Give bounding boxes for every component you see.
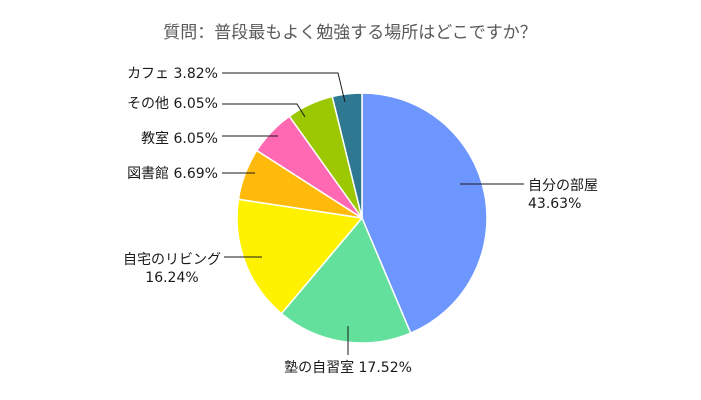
pie-slice xyxy=(236,198,364,315)
slice-label: カフェ 3.82% xyxy=(127,66,218,82)
pie-slices xyxy=(236,92,488,344)
chart-title: 質問：普段最もよく勉強する場所はどこですか？ xyxy=(163,23,537,43)
slice-label-name: 自宅のリビング xyxy=(123,252,221,268)
leader-line xyxy=(222,103,306,118)
slice-label-value: 16.24% xyxy=(145,270,198,286)
pie-slice xyxy=(331,92,363,219)
slice-label: その他 6.05% xyxy=(127,96,218,112)
slice-label: 塾の自習室 17.52% xyxy=(284,359,412,376)
pie-slice xyxy=(361,92,488,335)
slice-label: 図書館 6.69% xyxy=(127,165,218,182)
slice-label: 教室 6.05% xyxy=(141,130,218,147)
slice-labels: 自分の部屋 43.63% 塾の自習室 17.52% 自宅のリビング 16.24% 図書館 … xyxy=(123,66,598,376)
slice-label: 自宅のリビング 16.24% xyxy=(123,252,221,286)
slice-label: 自分の部屋 43.63% xyxy=(528,178,598,212)
leader-line xyxy=(222,72,346,103)
slice-label-value: 43.63% xyxy=(528,196,581,212)
slice-label-name: 自分の部屋 xyxy=(528,178,598,194)
leader-lines xyxy=(222,72,524,355)
pie-slice xyxy=(280,216,412,344)
